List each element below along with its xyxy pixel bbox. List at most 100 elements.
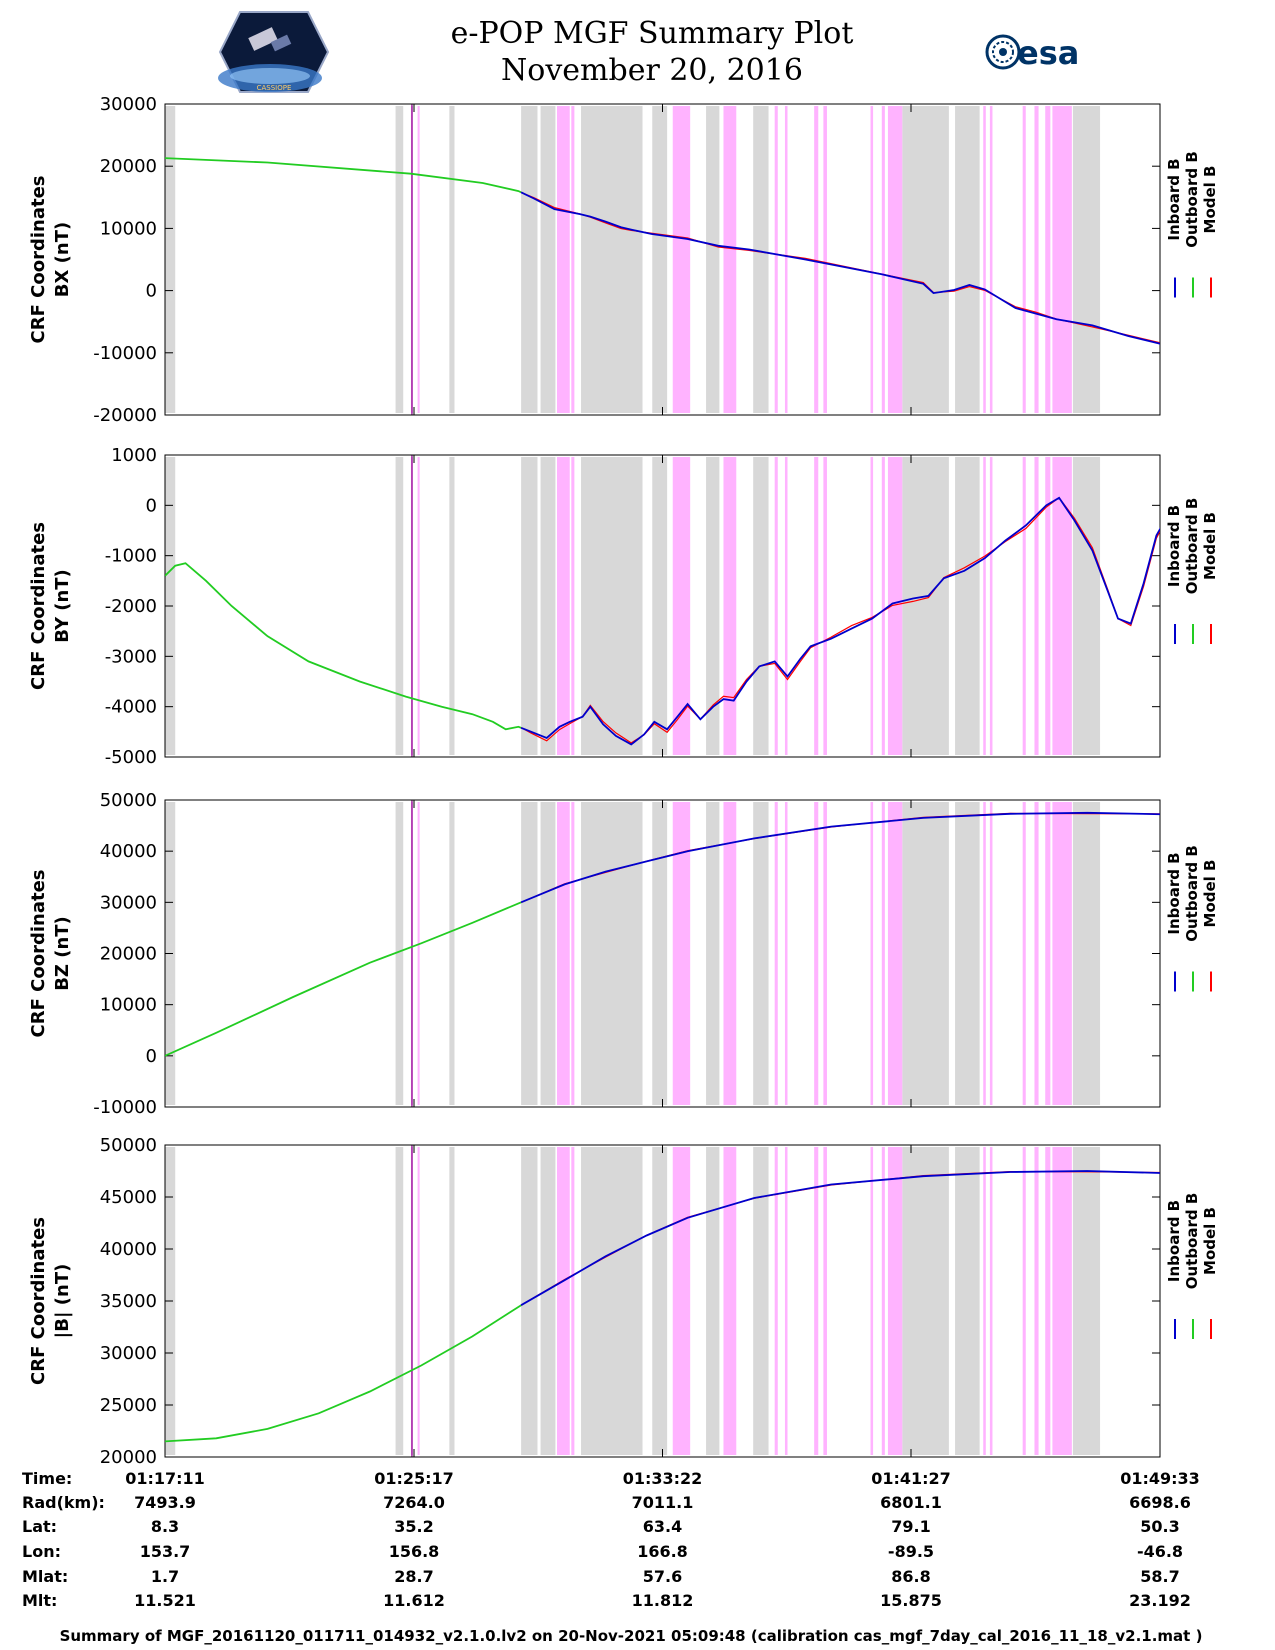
gray-band bbox=[1072, 106, 1101, 413]
info-cell: 63.4 bbox=[643, 1517, 682, 1536]
legend-label: Inboard B bbox=[1165, 505, 1183, 587]
magenta-band bbox=[417, 1147, 420, 1455]
y-axis-label: CRF Coordinates bbox=[28, 176, 49, 344]
info-cell: 7493.9 bbox=[134, 1493, 196, 1512]
gray-band bbox=[395, 457, 404, 755]
magenta-band bbox=[1022, 457, 1026, 755]
gray-band bbox=[1072, 457, 1101, 755]
plot-title: e-POP MGF Summary Plot bbox=[451, 16, 854, 51]
legend: Inboard B Outboard B Model B bbox=[1165, 1193, 1219, 1339]
magenta-band bbox=[672, 1147, 691, 1455]
info-cell: 58.7 bbox=[1140, 1567, 1179, 1586]
y-tick-label: 45000 bbox=[100, 1187, 157, 1208]
magenta-band bbox=[814, 106, 819, 413]
gray-band bbox=[902, 1147, 949, 1455]
y-axis-unit-label: BX (nT) bbox=[52, 222, 73, 297]
magenta-band bbox=[774, 802, 778, 1105]
info-cell: 11.812 bbox=[632, 1591, 694, 1610]
gray-band bbox=[165, 106, 176, 413]
shading-bands bbox=[165, 455, 1101, 757]
legend-label: Outboard B bbox=[1183, 1193, 1201, 1290]
magenta-band bbox=[983, 802, 986, 1105]
gray-band bbox=[753, 457, 769, 755]
info-cell: 01:33:22 bbox=[623, 1469, 703, 1488]
magenta-band bbox=[774, 1147, 778, 1455]
gray-band bbox=[449, 457, 455, 755]
y-tick-label: 0 bbox=[146, 281, 157, 302]
legend-label: Outboard B bbox=[1183, 845, 1201, 942]
gray-band bbox=[902, 457, 949, 755]
y-axis-label: CRF Coordinates bbox=[28, 1217, 49, 1385]
info-cell: 35.2 bbox=[394, 1517, 433, 1536]
legend: Inboard B Outboard B Model B bbox=[1165, 845, 1219, 992]
magenta-band bbox=[823, 1147, 827, 1455]
y-tick-label: 40000 bbox=[100, 841, 157, 862]
gray-band bbox=[753, 106, 769, 413]
y-tick-label: 20000 bbox=[100, 156, 157, 177]
magenta-band bbox=[1052, 802, 1072, 1105]
info-cell: 156.8 bbox=[389, 1542, 440, 1561]
magenta-band bbox=[672, 457, 691, 755]
y-axis-unit-label: BZ (nT) bbox=[52, 916, 73, 991]
info-cell: 7011.1 bbox=[632, 1493, 694, 1512]
magenta-band bbox=[814, 802, 819, 1105]
gray-band bbox=[540, 106, 556, 413]
magenta-band bbox=[1034, 457, 1039, 755]
info-cell: 01:41:27 bbox=[871, 1469, 951, 1488]
magenta-band bbox=[774, 106, 778, 413]
info-row-label: Lon: bbox=[22, 1542, 61, 1561]
legend: Inboard B Outboard B Model B bbox=[1165, 498, 1219, 644]
magenta-band bbox=[881, 802, 885, 1105]
outboard-series-line bbox=[165, 157, 522, 194]
magenta-band bbox=[983, 106, 986, 413]
panel-4: 50000 45000 40000 35000 30000 25000 20000 CRF C… bbox=[28, 1135, 1219, 1468]
gray-band bbox=[902, 802, 949, 1105]
info-cell: 79.1 bbox=[891, 1517, 930, 1536]
magenta-band bbox=[989, 457, 993, 755]
info-cell: 11.521 bbox=[134, 1591, 196, 1610]
gray-band bbox=[521, 802, 538, 1105]
legend-label: Inboard B bbox=[1165, 852, 1183, 934]
y-tick-label: -2000 bbox=[105, 596, 157, 617]
y-axis-unit-label: |B| (nT) bbox=[52, 1264, 73, 1339]
gray-band bbox=[955, 457, 980, 755]
magenta-band bbox=[983, 1147, 986, 1455]
magenta-band bbox=[823, 802, 827, 1105]
gray-band bbox=[1072, 802, 1101, 1105]
y-tick-label: 10000 bbox=[100, 995, 157, 1016]
magenta-band bbox=[870, 457, 874, 755]
panel-2: 1000 0 -1000 -2000 -3000 -4000 -5000 CRF Coordi… bbox=[28, 445, 1219, 768]
info-cell: 7264.0 bbox=[383, 1493, 445, 1512]
y-axis-unit-label: BY (nT) bbox=[52, 569, 73, 643]
magenta-band bbox=[989, 1147, 993, 1455]
gray-band bbox=[753, 802, 769, 1105]
gray-band bbox=[581, 802, 643, 1105]
gray-band bbox=[706, 802, 720, 1105]
magenta-band bbox=[723, 1147, 737, 1455]
footer-caption: Summary of MGF_20161120_011711_014932_v2… bbox=[60, 1627, 1203, 1645]
magenta-band bbox=[823, 457, 827, 755]
gray-band bbox=[902, 106, 949, 413]
y-tick-label: 50000 bbox=[100, 1135, 157, 1156]
y-tick-label: -5000 bbox=[105, 747, 157, 768]
data-series bbox=[165, 496, 1160, 746]
magenta-band bbox=[881, 1147, 885, 1455]
magenta-band bbox=[571, 1147, 575, 1455]
magenta-band bbox=[887, 106, 903, 413]
gray-band bbox=[395, 1147, 404, 1455]
panel-1: 30000 20000 10000 0 -10000 -20000 CRF Coordina… bbox=[28, 94, 1219, 426]
legend-label: Model B bbox=[1201, 166, 1219, 234]
magenta-band bbox=[556, 106, 570, 413]
magenta-band bbox=[556, 1147, 570, 1455]
cassiope-logo: CASSIOPE bbox=[218, 11, 330, 93]
y-tick-label: 20000 bbox=[100, 1447, 157, 1468]
info-cell: 01:17:11 bbox=[125, 1469, 205, 1488]
info-row-label: Lat: bbox=[22, 1517, 57, 1536]
info-cell: 01:49:33 bbox=[1120, 1469, 1200, 1488]
magenta-band bbox=[870, 1147, 874, 1455]
magenta-band bbox=[571, 106, 575, 413]
gray-band bbox=[1072, 1147, 1101, 1455]
y-tick-label: 40000 bbox=[100, 1239, 157, 1260]
y-tick-label: 0 bbox=[146, 1046, 157, 1067]
